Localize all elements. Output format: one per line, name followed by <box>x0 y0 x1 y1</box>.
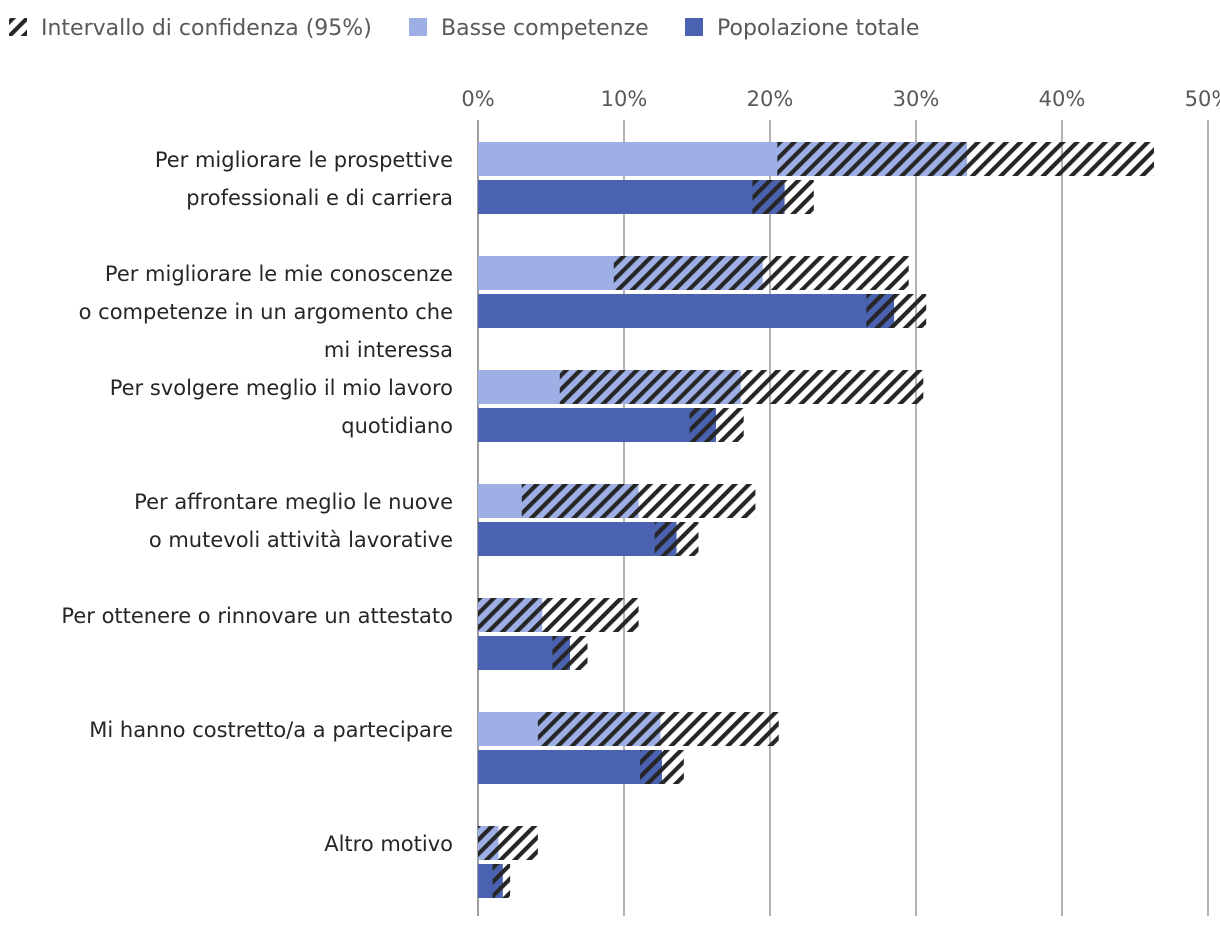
x-axis-ticks: 0% 10% 20% 30% 40% 50% <box>461 87 1220 111</box>
legend: Intervallo di confidenza (95%) Basse com… <box>9 16 919 41</box>
category-label: o mutevoli attività lavorative <box>149 528 453 552</box>
bars <box>478 142 1154 898</box>
category-label: Per migliorare le prospettive <box>155 148 453 172</box>
ci-band-basse-competenze <box>613 256 909 290</box>
ci-band-basse-competenze <box>537 712 779 746</box>
x-tick-label: 50% <box>1185 87 1220 111</box>
category-label: Per ottenere o rinnovare un attestato <box>61 604 453 628</box>
ci-band-basse-competenze <box>521 484 756 518</box>
x-tick-label: 30% <box>893 87 940 111</box>
legend-total-label: Popolazione totale <box>717 16 919 41</box>
category-label: o competenze in un argomento che <box>79 300 453 324</box>
ci-band-popolazione-totale <box>640 750 684 784</box>
category-label: Per svolgere meglio il mio lavoro <box>110 376 453 400</box>
x-tick-label: 0% <box>461 87 494 111</box>
bar-popolazione-totale <box>478 750 662 784</box>
x-tick-label: 40% <box>1039 87 1086 111</box>
ci-band-popolazione-totale <box>552 636 588 670</box>
category-label: Mi hanno costretto/a a partecipare <box>89 718 453 742</box>
ci-band-basse-competenze <box>478 598 639 632</box>
bar-popolazione-totale <box>478 180 785 214</box>
ci-band-basse-competenze <box>777 142 1154 176</box>
category-label: mi interessa <box>324 338 453 362</box>
ci-band-popolazione-totale <box>492 864 511 898</box>
category-label: Per migliorare le mie conoscenze <box>105 262 453 286</box>
ci-band-popolazione-totale <box>654 522 699 556</box>
bar-popolazione-totale <box>478 522 677 556</box>
legend-low-label: Basse competenze <box>441 16 649 41</box>
legend-ci-swatch <box>9 18 27 36</box>
x-tick-label: 10% <box>601 87 648 111</box>
category-label: Altro motivo <box>324 832 453 856</box>
ci-band-popolazione-totale <box>752 180 814 214</box>
legend-total-swatch <box>685 18 703 36</box>
legend-ci-label: Intervallo di confidenza (95%) <box>41 16 372 41</box>
category-label: Per affrontare meglio le nuove <box>134 490 453 514</box>
category-label: quotidiano <box>341 414 453 438</box>
ci-band-popolazione-totale <box>689 408 744 442</box>
ci-band-basse-competenze <box>559 370 924 404</box>
legend-low-swatch <box>409 18 427 36</box>
bar-popolazione-totale <box>478 408 716 442</box>
bar-popolazione-totale <box>478 294 895 328</box>
category-labels: Per migliorare le prospettive professiona… <box>61 148 453 856</box>
x-tick-label: 20% <box>747 87 794 111</box>
ci-band-popolazione-totale <box>866 294 927 328</box>
category-label: professionali e di carriera <box>186 186 453 210</box>
ci-band-basse-competenze <box>478 826 538 860</box>
